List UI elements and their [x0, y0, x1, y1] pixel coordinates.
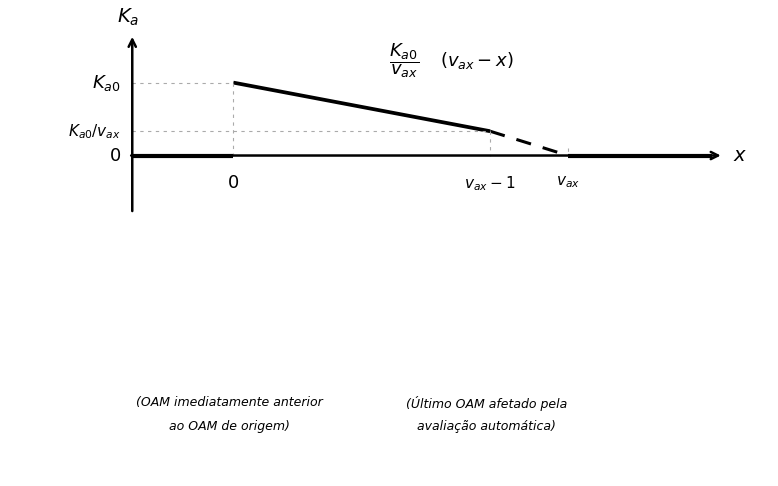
Text: $K_{a0}$: $K_{a0}$	[92, 72, 121, 93]
Text: $K_{a0}/v_{ax}$: $K_{a0}/v_{ax}$	[68, 122, 121, 140]
Text: $0$: $0$	[108, 146, 121, 165]
Text: (Último OAM afetado pela: (Último OAM afetado pela	[405, 396, 567, 411]
Text: $(v_{ax} - x)$: $(v_{ax} - x)$	[440, 50, 513, 71]
Text: $K_a$: $K_a$	[117, 7, 139, 28]
Text: (OAM imediatamente anterior: (OAM imediatamente anterior	[136, 396, 323, 409]
Text: $v_{ax}-1$: $v_{ax}-1$	[464, 174, 516, 192]
Text: ao OAM de origem): ao OAM de origem)	[169, 420, 290, 434]
Text: $\dfrac{K_{a0}}{v_{ax}}$: $\dfrac{K_{a0}}{v_{ax}}$	[389, 41, 419, 80]
Text: $0$: $0$	[227, 174, 240, 192]
Text: $x$: $x$	[733, 146, 747, 165]
Text: avaliação automática): avaliação automática)	[417, 420, 555, 434]
Text: $v_{ax}$: $v_{ax}$	[556, 174, 580, 190]
